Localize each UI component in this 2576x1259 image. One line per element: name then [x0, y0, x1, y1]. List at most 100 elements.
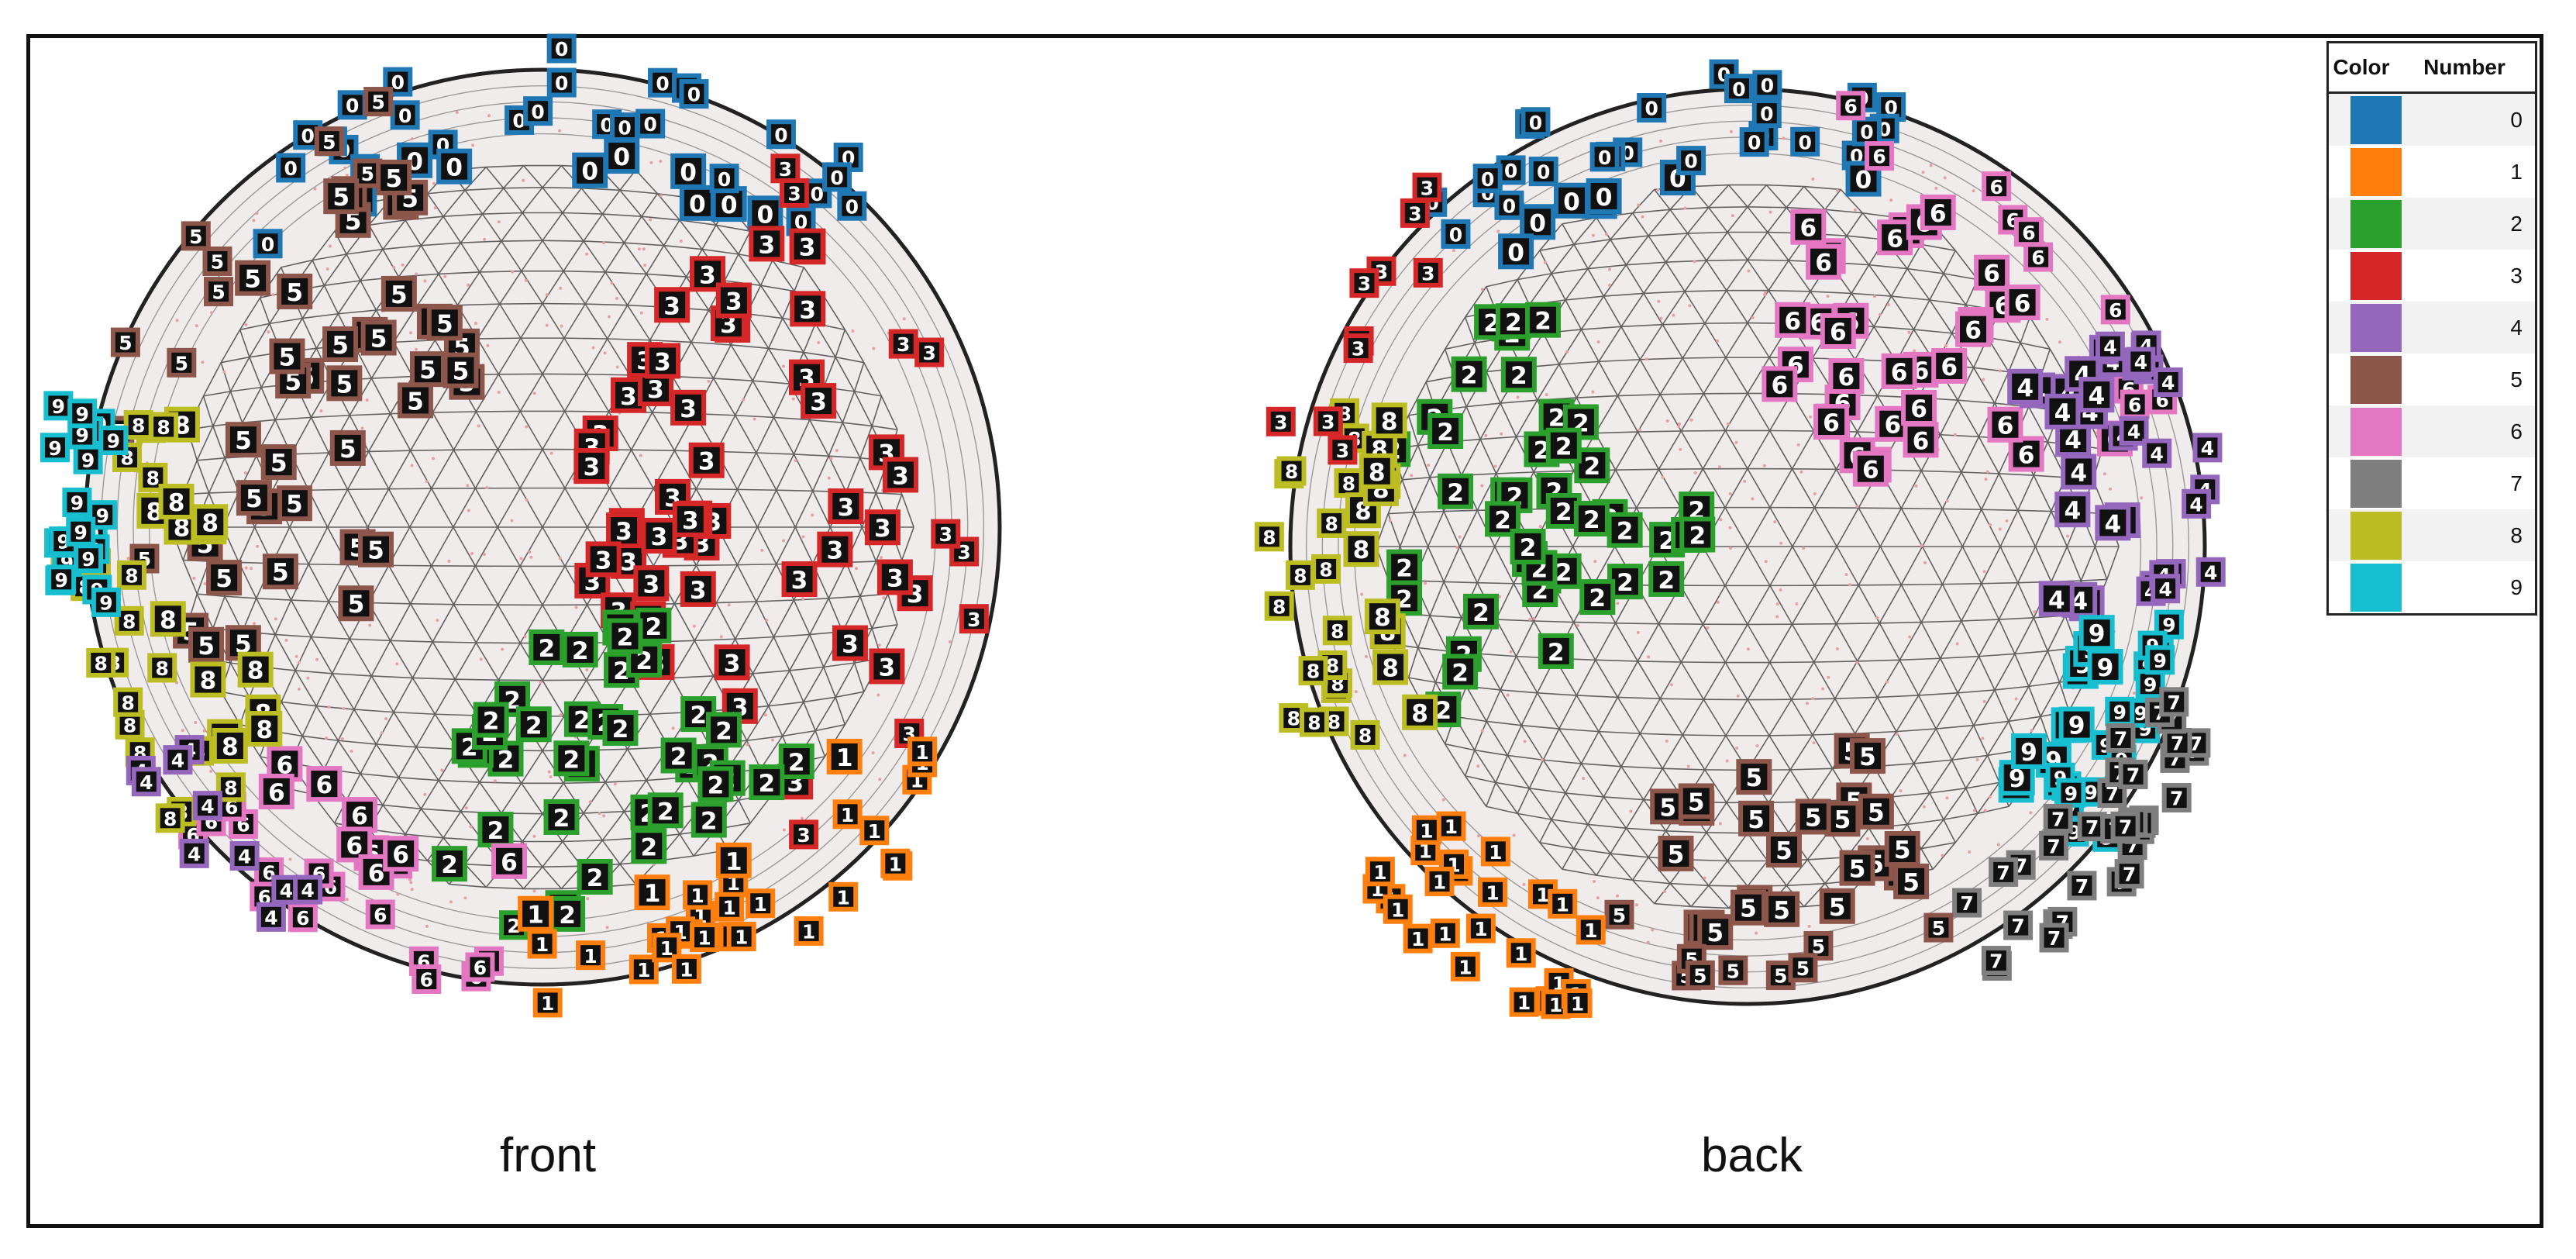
digit-tile-1: 1 — [690, 923, 720, 953]
digit-tile-6: 6 — [1820, 312, 1856, 349]
digit-tile-7: 7 — [2039, 830, 2069, 861]
digit-glyph: 5 — [284, 368, 301, 396]
digit-glyph: 0 — [1732, 78, 1745, 101]
digit-tile-6: 6 — [1852, 450, 1889, 487]
digit-glyph: 4 — [171, 750, 184, 772]
digit-tile-5: 5 — [397, 382, 433, 419]
digit-glyph: 0 — [1855, 167, 1872, 195]
digit-tile-6: 6 — [2120, 389, 2150, 419]
digit-glyph: 4 — [2201, 437, 2214, 460]
legend-row-3: 3 — [2329, 250, 2535, 302]
digit-glyph: 6 — [474, 957, 487, 979]
digit-tile-5: 5 — [262, 554, 298, 590]
digit-glyph: 2 — [1505, 309, 1522, 336]
digit-glyph: 1 — [1514, 943, 1527, 965]
digit-tile-8: 8 — [113, 687, 143, 717]
digit-tile-6: 6 — [342, 797, 378, 833]
digit-tile-1: 1 — [1562, 988, 1593, 1018]
digit-tile-5: 5 — [1839, 850, 1875, 886]
digit-glyph: 3 — [842, 631, 859, 659]
digit-glyph: 8 — [222, 733, 239, 761]
digit-glyph: 6 — [1886, 225, 1903, 253]
digit-glyph: 6 — [2128, 394, 2141, 416]
digit-glyph: 6 — [392, 841, 409, 869]
digit-glyph: 8 — [224, 777, 237, 799]
digit-glyph: 4 — [301, 879, 314, 902]
digit-glyph: 2 — [1658, 567, 1675, 595]
digit-tile-1: 1 — [826, 738, 863, 774]
digit-glyph: 0 — [718, 168, 731, 191]
digit-tile-2: 2 — [515, 706, 552, 743]
digit-tile-2: 2 — [1538, 633, 1574, 669]
digit-tile-4: 4 — [229, 841, 260, 871]
digit-glyph: 3 — [663, 292, 680, 320]
digit-tile-1: 1 — [746, 888, 776, 919]
digit-tile-5: 5 — [167, 347, 197, 378]
digit-tile-3: 3 — [914, 337, 945, 367]
digit-tile-5: 5 — [314, 126, 344, 157]
digit-glyph: 2 — [525, 712, 542, 740]
digit-tile-3: 3 — [670, 389, 707, 426]
digit-glyph: 9 — [96, 505, 109, 527]
digit-glyph: 7 — [2106, 783, 2119, 805]
legend-swatch-2 — [2350, 199, 2402, 248]
digit-glyph: 4 — [201, 795, 214, 818]
digit-tile-0: 0 — [1739, 127, 1769, 157]
digit-glyph: 3 — [779, 158, 792, 181]
digit-tile-5: 5 — [338, 585, 374, 622]
digit-tile-2: 2 — [1510, 528, 1546, 564]
digit-glyph: 1 — [915, 741, 928, 764]
digit-tile-4: 4 — [293, 874, 323, 905]
digit-glyph: 9 — [54, 569, 67, 592]
digit-glyph: 2 — [617, 623, 634, 651]
digit-tile-6: 6 — [1828, 357, 1865, 394]
legend-header-number: Number — [2423, 55, 2505, 79]
digit-glyph: 2 — [635, 647, 653, 675]
digit-tile-6: 6 — [1881, 353, 1917, 389]
digit-glyph: 8 — [1342, 473, 1355, 495]
digit-tile-5: 5 — [1738, 800, 1775, 836]
digit-glyph: 2 — [1461, 362, 1478, 390]
legend-swatch-1 — [2350, 147, 2402, 196]
digit-glyph: 9 — [2154, 650, 2167, 672]
digit-glyph: 0 — [1761, 74, 1774, 97]
digit-tile-2: 2 — [1573, 501, 1610, 537]
digit-tile-5: 5 — [409, 351, 446, 388]
digit-glyph: 2 — [1583, 453, 1600, 481]
digit-glyph: 8 — [1411, 700, 1428, 728]
digit-tile-2: 2 — [553, 740, 590, 777]
legend-swatch-4 — [2350, 303, 2402, 352]
digit-tile-3: 3 — [654, 287, 690, 323]
digit-glyph: 8 — [1326, 655, 1339, 678]
digit-glyph: 2 — [1494, 506, 1511, 534]
digit-glyph: 5 — [453, 358, 470, 386]
digit-glyph: 2 — [613, 657, 630, 685]
digit-tile-3: 3 — [680, 571, 716, 607]
digit-tile-4: 4 — [2192, 433, 2223, 463]
digit-tile-7: 7 — [2003, 910, 2034, 940]
digit-glyph: 0 — [446, 154, 463, 182]
digit-tile-2: 2 — [697, 766, 734, 802]
digit-tile-5: 5 — [1604, 899, 1634, 930]
digit-glyph: 3 — [584, 454, 601, 481]
digit-glyph: 5 — [1745, 764, 1762, 792]
digit-tile-0: 0 — [1472, 164, 1503, 194]
digit-glyph: 6 — [1910, 395, 1927, 423]
digit-tile-5: 5 — [204, 277, 234, 307]
digit-tile-6: 6 — [365, 899, 395, 930]
digit-tile-3: 3 — [828, 488, 864, 525]
digit-tile-3: 3 — [672, 501, 708, 537]
digit-tile-6: 6 — [1987, 406, 2023, 443]
digit-glyph: 4 — [2204, 561, 2217, 584]
digit-tile-4: 4 — [2126, 347, 2156, 377]
digit-glyph: 1 — [536, 933, 549, 956]
digit-glyph: 6 — [1771, 371, 1788, 399]
legend-number-0: 0 — [2510, 107, 2523, 132]
digit-tile-0: 0 — [1498, 233, 1534, 270]
digit-tile-8: 8 — [1402, 694, 1438, 730]
digit-glyph: 3 — [680, 395, 697, 423]
digit-tile-5: 5 — [206, 560, 243, 596]
digit-glyph: 2 — [487, 817, 505, 845]
digit-glyph: 0 — [613, 143, 630, 171]
digit-tile-1: 1 — [1403, 923, 1433, 954]
